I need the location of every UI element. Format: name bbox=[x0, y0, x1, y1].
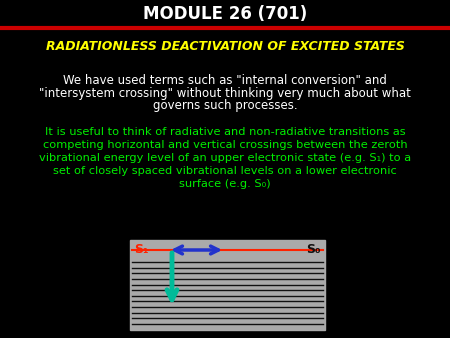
Bar bbox=[130, 240, 325, 330]
Text: vibrational energy level of an upper electronic state (e.g. S₁) to a: vibrational energy level of an upper ele… bbox=[39, 153, 411, 163]
Text: We have used terms such as "internal conversion" and: We have used terms such as "internal con… bbox=[63, 73, 387, 87]
Text: S₀: S₀ bbox=[306, 243, 321, 256]
Text: surface (e.g. S₀): surface (e.g. S₀) bbox=[179, 179, 271, 189]
Text: governs such processes.: governs such processes. bbox=[153, 99, 297, 113]
Text: competing horizontal and vertical crossings between the zeroth: competing horizontal and vertical crossi… bbox=[43, 140, 407, 150]
Text: "intersystem crossing" without thinking very much about what: "intersystem crossing" without thinking … bbox=[39, 87, 411, 99]
Text: It is useful to think of radiative and non-radiative transitions as: It is useful to think of radiative and n… bbox=[45, 127, 405, 137]
Text: MODULE 26 (701): MODULE 26 (701) bbox=[143, 5, 307, 23]
Text: set of closely spaced vibrational levels on a lower electronic: set of closely spaced vibrational levels… bbox=[53, 166, 397, 176]
Text: S₁: S₁ bbox=[134, 243, 148, 256]
Text: RADIATIONLESS DEACTIVATION OF EXCITED STATES: RADIATIONLESS DEACTIVATION OF EXCITED ST… bbox=[45, 40, 405, 52]
